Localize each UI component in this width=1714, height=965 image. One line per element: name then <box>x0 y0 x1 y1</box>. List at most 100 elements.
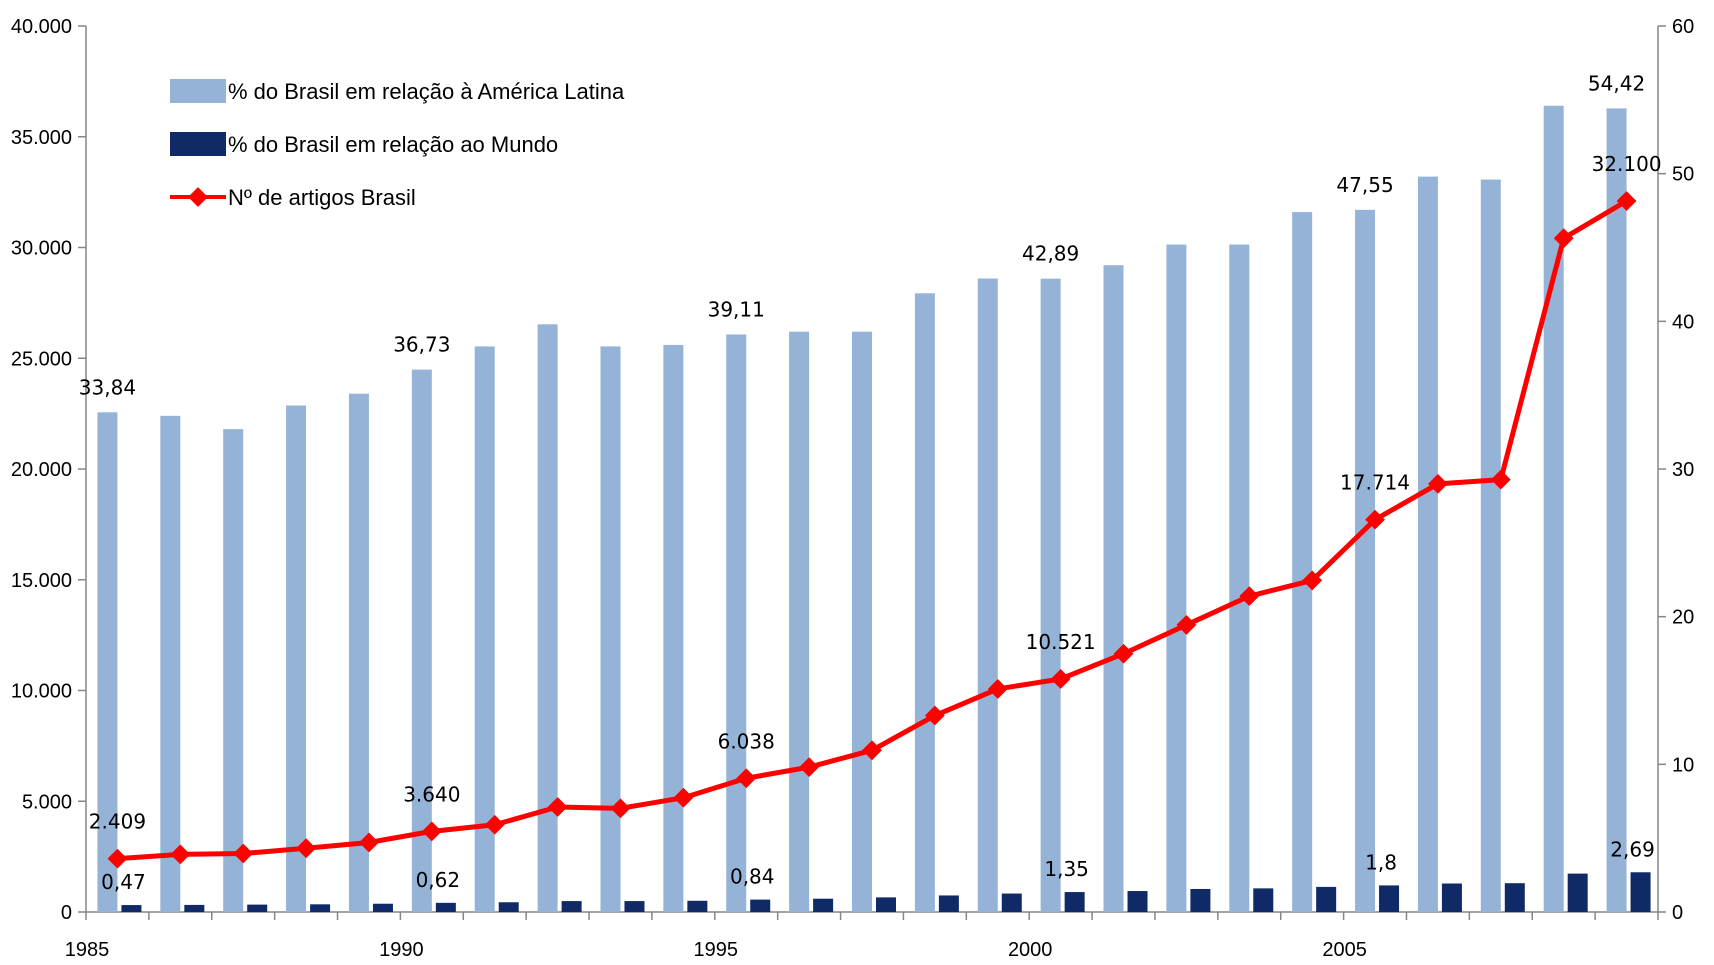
y-left-tick-label: 35.000 <box>11 127 72 149</box>
y-left-tick-label: 40.000 <box>11 16 72 38</box>
bar-world <box>624 901 645 912</box>
y-left-tick-label: 25.000 <box>11 348 72 370</box>
bar-world <box>184 904 205 912</box>
bar-latin-america <box>537 324 558 913</box>
data-label-world: 0,62 <box>416 868 461 892</box>
bar-latin-america <box>1417 176 1438 912</box>
legend-swatch-world <box>170 132 226 156</box>
line-marker <box>1302 570 1323 591</box>
bar-world <box>1379 885 1400 912</box>
line-marker <box>610 798 631 819</box>
line-marker <box>1490 469 1511 490</box>
bar-world <box>1630 872 1651 912</box>
x-tick-label: 1985 <box>65 939 110 961</box>
line-marker <box>1428 473 1448 494</box>
bar-world <box>1441 883 1462 912</box>
bar-world <box>1127 891 1148 912</box>
data-label-latin-america: 54,42 <box>1588 71 1645 95</box>
line-marker <box>1616 191 1637 211</box>
bar-latin-america <box>97 412 118 912</box>
bar-latin-america <box>1103 265 1124 913</box>
x-tick-label: 1990 <box>379 939 424 961</box>
bar-world <box>561 901 582 912</box>
legend-swatch-latin-america <box>170 79 226 103</box>
line-marker <box>924 705 945 726</box>
data-label-world: 1,35 <box>1044 857 1089 881</box>
bar-latin-america <box>914 293 935 912</box>
line-marker <box>1050 669 1071 689</box>
bar-world <box>1190 888 1211 912</box>
bar-world <box>435 902 456 912</box>
bar-latin-america <box>1355 209 1376 913</box>
bar-world <box>310 904 331 912</box>
line-marker <box>736 768 757 789</box>
bar-world <box>1316 886 1337 912</box>
x-tick-label: 2005 <box>1322 939 1367 961</box>
line-series <box>107 191 1637 869</box>
line-marker <box>421 821 442 842</box>
y-right-tick-label: 40 <box>1672 311 1694 333</box>
line-marker <box>359 832 379 853</box>
bar-latin-america <box>852 331 872 912</box>
y-left-tick-label: 15.000 <box>11 570 72 592</box>
bar-world <box>813 898 834 912</box>
data-label-world: 0,47 <box>101 870 146 894</box>
data-label-latin-america: 36,73 <box>393 333 450 357</box>
bar-latin-america <box>600 346 621 913</box>
line-marker <box>547 797 568 817</box>
data-label-latin-america: 47,55 <box>1336 173 1393 197</box>
bar-latin-america <box>411 369 432 912</box>
line-marker <box>484 814 505 835</box>
data-label-latin-america: 39,11 <box>708 297 765 321</box>
bar-latin-america <box>663 344 684 913</box>
data-label-world: 0,84 <box>730 865 775 889</box>
data-label-latin-america: 42,89 <box>1022 242 1079 266</box>
bar-latin-america <box>1480 179 1501 912</box>
bar-latin-america <box>348 393 369 912</box>
legend: % do Brasil em relação à América Latina … <box>170 79 625 210</box>
bar-latin-america <box>1292 212 1313 912</box>
bar-world <box>1001 893 1022 912</box>
bar-latin-america <box>1166 244 1187 913</box>
y-right-tick-label: 60 <box>1672 16 1694 38</box>
bar-latin-america <box>1543 105 1564 913</box>
y-left-tick-label: 30.000 <box>11 238 72 260</box>
line-marker <box>1113 643 1134 664</box>
y-left-tick-label: 5.000 <box>22 791 72 813</box>
bar-latin-america <box>789 331 810 912</box>
axes: 0 5.000 10.000 15.000 20.000 25.000 30.000 35.0… <box>11 16 1694 961</box>
y-right-tick-label: 30 <box>1672 459 1694 481</box>
bar-world <box>498 902 519 912</box>
bar-world <box>750 899 771 912</box>
bar-world <box>121 905 142 912</box>
y-right-tick-label: 50 <box>1672 164 1694 186</box>
bar-world <box>372 903 393 912</box>
x-tick-label: 1995 <box>694 939 739 961</box>
legend-label-articles: Nº de artigos Brasil <box>228 185 416 210</box>
x-tick-label: 2000 <box>1008 939 1053 961</box>
legend-swatch-marker <box>188 187 208 207</box>
y-right-tick-label: 0 <box>1672 902 1683 924</box>
line-marker <box>673 787 694 808</box>
line-marker <box>799 757 820 778</box>
bar-world <box>1253 888 1274 912</box>
data-labels: 33,84 36,73 39,11 42,89 47,55 54,42 0,47 0,62 0,… <box>79 71 1662 894</box>
data-label-articles: 32.100 <box>1592 152 1662 176</box>
y-left-tick-label: 10.000 <box>11 681 72 703</box>
data-label-latin-america: 33,84 <box>79 375 136 399</box>
legend-label-latin-america: % do Brasil em relação à América Latina <box>228 79 625 104</box>
y-left-tick-label: 20.000 <box>11 459 72 481</box>
data-label-articles: 17.714 <box>1340 471 1410 495</box>
y-right-tick-label: 10 <box>1672 754 1694 776</box>
bar-world <box>876 897 896 912</box>
bar-latin-america <box>1606 108 1627 912</box>
line-marker <box>1553 228 1574 249</box>
bar-world <box>1567 873 1588 912</box>
bar-latin-america <box>1229 244 1250 913</box>
bar-world <box>1064 892 1085 912</box>
data-label-articles: 10.521 <box>1026 630 1096 654</box>
data-label-articles: 2.409 <box>89 810 146 834</box>
bars <box>97 105 1651 913</box>
y-left-tick-label: 0 <box>61 902 72 924</box>
